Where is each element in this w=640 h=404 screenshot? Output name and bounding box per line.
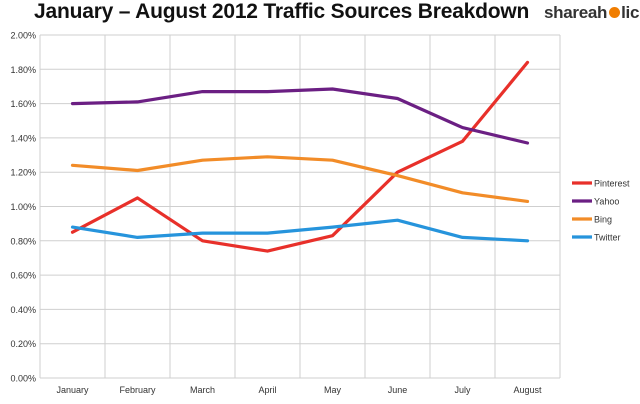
x-tick-label: February (119, 385, 156, 395)
x-tick-label: August (513, 385, 542, 395)
logo-text-right: lic (621, 3, 640, 22)
legend: Pinterest Yahoo Bing Twitter (572, 179, 630, 243)
y-tick-label: 1.60% (10, 99, 36, 109)
y-tick-label: 0.00% (10, 374, 36, 384)
y-tick-label: 1.80% (10, 65, 36, 75)
series-line-pinterest (70, 60, 530, 253)
logo-dot-icon (609, 7, 621, 18)
x-tick-label: May (324, 385, 342, 395)
legend-label-twitter: Twitter (594, 233, 621, 243)
y-tick-label: 0.80% (10, 236, 36, 246)
shareaholic-logo: shareah lic (544, 3, 639, 23)
y-axis-labels: 0.00% 0.20% 0.40% 0.60% 0.80% 1.00% 1.20% 1.40%… (10, 31, 36, 384)
logo-text-left: shareah (544, 3, 608, 22)
series-line-twitter (70, 218, 530, 243)
x-tick-label: July (454, 385, 471, 395)
y-tick-label: 1.20% (10, 168, 36, 178)
y-tick-label: 1.40% (10, 133, 36, 143)
series-line-yahoo (70, 87, 530, 145)
series-line-bing (70, 155, 530, 203)
y-tick-label: 0.60% (10, 271, 36, 281)
x-tick-label: January (56, 385, 89, 395)
legend-label-bing: Bing (594, 215, 612, 225)
y-tick-label: 0.40% (10, 305, 36, 315)
chart-title: January – August 2012 Traffic Sources Br… (34, 0, 530, 23)
y-tick-label: 0.20% (10, 339, 36, 349)
x-axis-labels: January February March April May June July Augu… (56, 385, 542, 395)
legend-label-pinterest: Pinterest (594, 179, 630, 189)
series-lines (70, 60, 530, 253)
x-tick-label: March (190, 385, 215, 395)
x-tick-label: June (388, 385, 408, 395)
y-tick-label: 2.00% (10, 31, 36, 41)
y-tick-label: 1.00% (10, 202, 36, 212)
legend-label-yahoo: Yahoo (594, 197, 619, 207)
x-tick-label: April (258, 385, 276, 395)
